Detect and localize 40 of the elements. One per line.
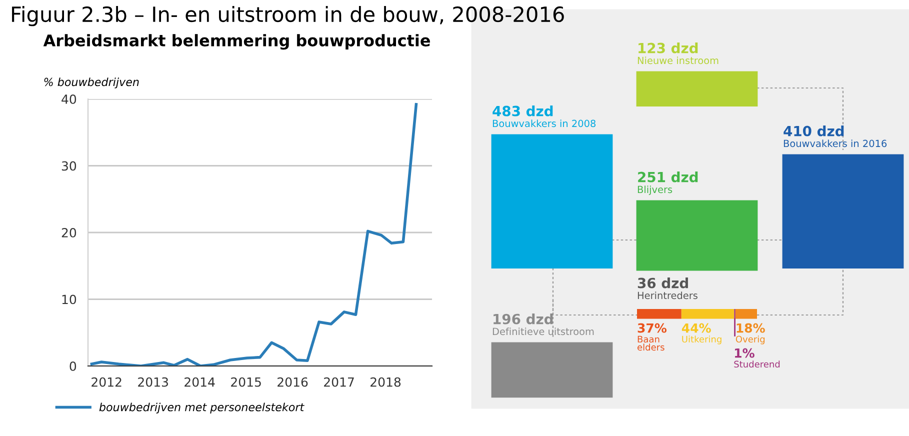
x-tick-label: 2014 [184,377,215,387]
data-label: 483 dzd [492,106,553,116]
line-series [90,102,418,366]
data-label: 37% [638,323,667,333]
x-tick-label: 2018 [370,377,401,387]
y-tick-label: 10 [62,294,76,304]
data-label: 123 dzd [638,42,698,54]
y-tick-label: 30 [62,161,76,171]
text: Studerend [734,360,780,368]
text: Figuur 2.3b – In- en uitstroom in de bouw, 2008-2016 [12,6,564,26]
category-label: Blijvers [638,186,672,195]
legend-label: bouwbedrijven met personeelstekort [99,402,304,414]
category-label: Definitieve uitstroom [492,328,594,336]
bar [681,309,734,319]
series-label: Uitkering [682,336,722,344]
series-label: Baan elders [638,336,664,351]
category-label: Herintreders [638,292,698,300]
x-tick-label: 2012 [92,377,122,387]
data-label: 44% [682,323,711,333]
category-label: Nieuwe instroom [638,56,718,64]
x-tick-label: 2016 [278,377,308,387]
series-label: Overig [736,336,765,344]
y-axis-title: % bouwbedrijven [44,78,139,88]
data-label: 410 dzd [784,126,844,136]
x-tick-label: 2013 [138,377,168,387]
x-tick-label: 2017 [324,377,354,387]
data-label: 36 dzd [638,278,688,288]
chart-title: Arbeidsmarkt belemmering bouwproductie [43,34,430,50]
category-label: Bouwvakkers in 2016 [784,140,887,148]
y-tick-label: 40 [62,94,76,104]
data-label: 251 dzd [638,172,698,182]
bar [735,309,757,319]
x-tick-label: 2015 [231,377,261,387]
bar [637,309,682,319]
category-label: Bouwvakkers in 2008 [492,120,596,128]
y-tick-label: 0 [70,361,76,371]
data-label: 196 dzd [494,314,553,324]
data-label: 18% [736,323,765,333]
data-label: 1% [735,348,754,358]
y-tick-label: 20 [62,228,76,238]
